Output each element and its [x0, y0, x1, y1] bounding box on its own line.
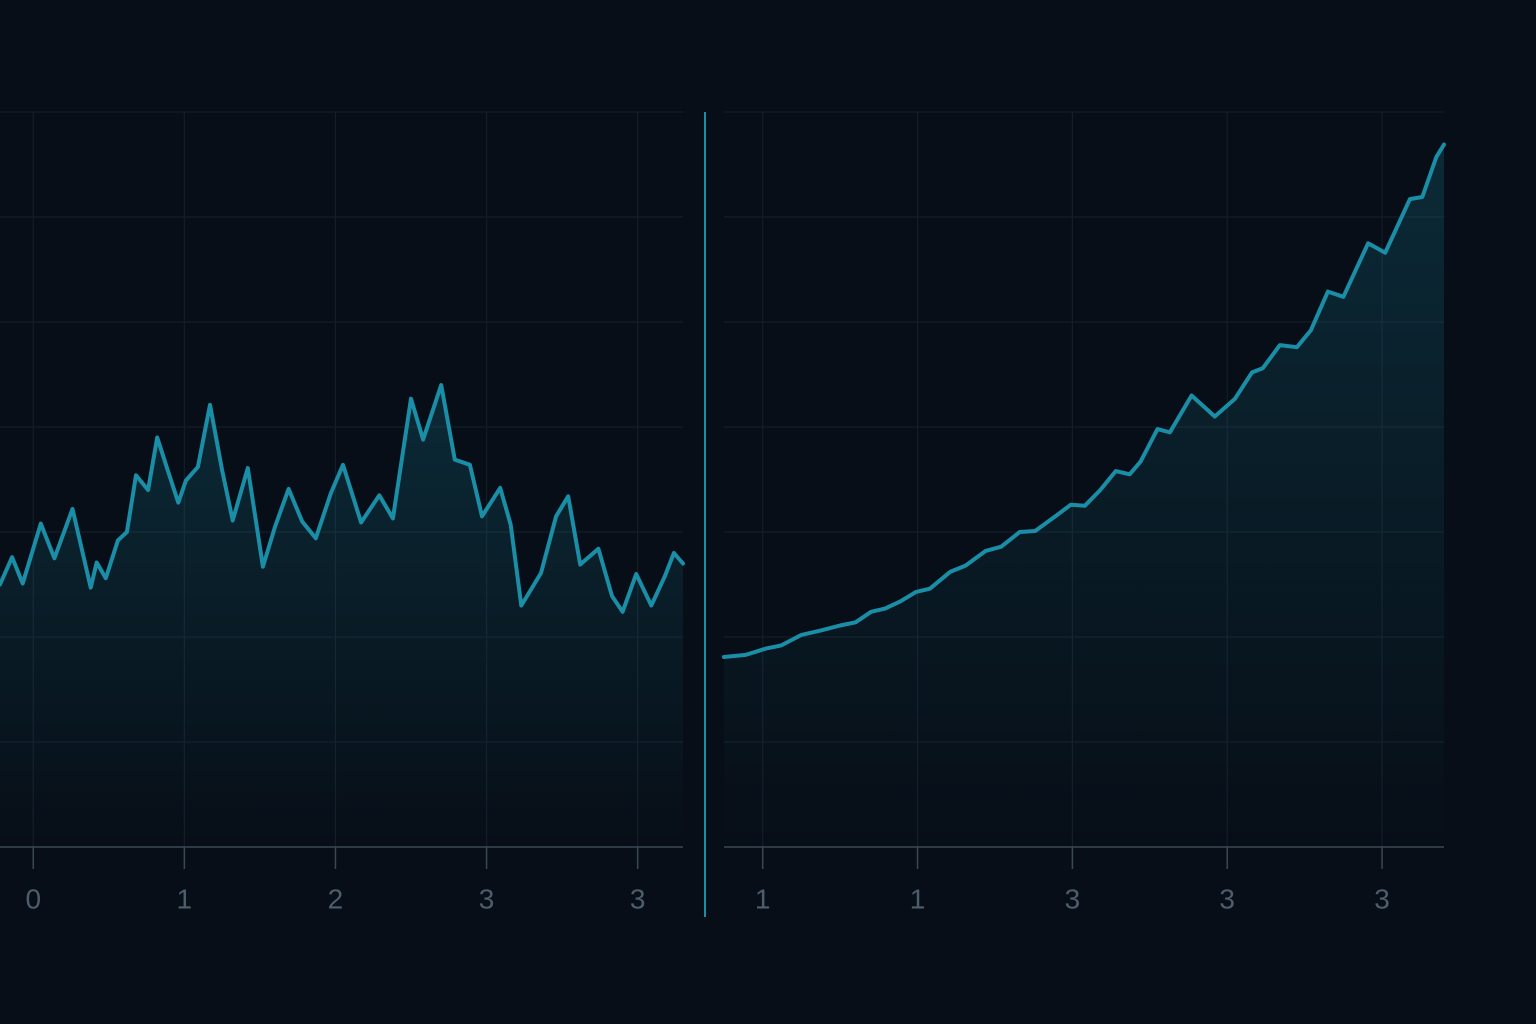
- line: [722, 142, 1446, 659]
- x-tick-label: 1: [177, 883, 193, 914]
- x-tick-label: 3: [1219, 883, 1235, 914]
- line: [0, 383, 685, 614]
- x-tick-label: 1: [910, 883, 926, 914]
- x-tick-label: 0: [25, 883, 41, 914]
- x-tick-label: 3: [479, 883, 495, 914]
- area: [0, 385, 683, 847]
- x-tick-label: 3: [1065, 883, 1081, 914]
- x-tick-label: 2: [328, 883, 344, 914]
- x-tick-label: 3: [630, 883, 646, 914]
- x-tick-label: 3: [1374, 883, 1390, 914]
- x-tick-label: 1: [755, 883, 771, 914]
- area: [724, 144, 1444, 847]
